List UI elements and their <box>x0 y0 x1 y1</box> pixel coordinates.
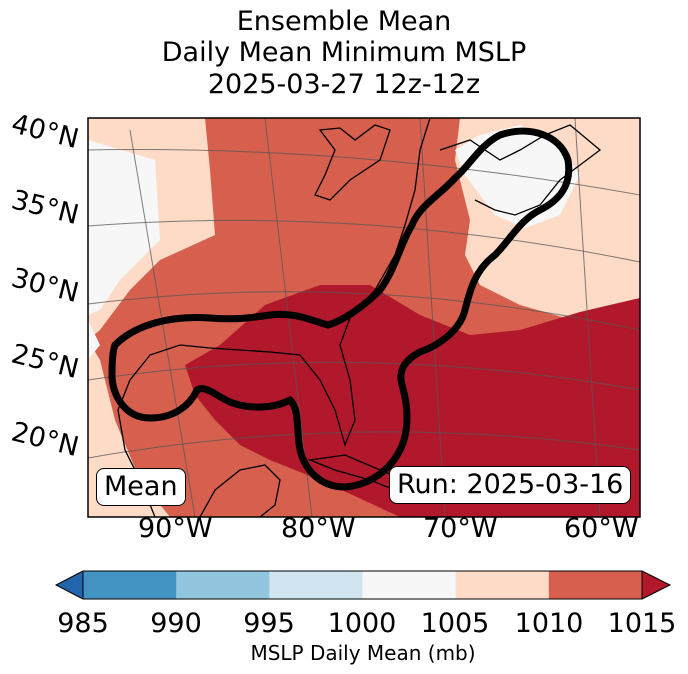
colorbar-segment-4 <box>362 571 457 599</box>
lon-label-80w: 80°W <box>281 513 356 544</box>
mean-label-box: Mean <box>96 468 186 506</box>
lon-line-60 <box>574 118 601 517</box>
lat-line-30 <box>88 291 640 331</box>
colorbar-segment-3 <box>269 571 363 599</box>
lon-line-70 <box>419 118 446 517</box>
coastline-yucatan <box>199 464 281 517</box>
map-frame <box>87 117 641 518</box>
colorbar-segments <box>83 571 643 599</box>
lon-label-70w: 70°W <box>423 513 498 544</box>
colorbar-tick-1015: 1015 <box>607 608 677 639</box>
colorbar-segment-5 <box>455 571 550 599</box>
colorbar-label: MSLP Daily Mean (mb) <box>250 641 476 665</box>
colorbar-tick-1005: 1005 <box>420 608 490 639</box>
colorbar-segment-2 <box>176 571 270 599</box>
title-line-3: 2025-03-27 12z-12z <box>207 69 481 100</box>
run-date-box: Run: 2025-03-16 <box>389 466 632 504</box>
lat-line-20 <box>88 431 640 459</box>
colorbar-tick-995: 995 <box>243 608 295 639</box>
colorbar-tick-1010: 1010 <box>514 608 584 639</box>
colorbar-segment-6 <box>548 571 643 599</box>
graticule <box>88 118 640 517</box>
colorbar-right-arrow <box>642 571 670 599</box>
coastline-northeast <box>439 124 602 216</box>
colorbar-outline <box>54 570 672 600</box>
lat-line-35 <box>88 219 640 263</box>
title-line-2: Daily Mean Minimum MSLP <box>161 37 527 68</box>
colorbar-tick-985: 985 <box>57 608 109 639</box>
lon-label-90w: 90°W <box>138 513 213 544</box>
colorbar-tick-1000: 1000 <box>327 608 397 639</box>
lat-line-25 <box>88 361 640 391</box>
fill-region-northwest-pale <box>88 140 160 360</box>
colorbar-segment-1 <box>83 571 177 599</box>
lon-label-60w: 60°W <box>564 513 639 544</box>
coastline-great-lakes <box>314 124 391 201</box>
lat-line-40 <box>88 149 640 196</box>
fill-region-gulf-core <box>185 285 640 517</box>
outer-contour <box>108 127 573 491</box>
colorbar-tick-990: 990 <box>150 608 202 639</box>
colorbar-left-arrow <box>56 571 83 599</box>
map-fill-layer <box>88 118 640 517</box>
colorbar-frame <box>82 570 643 600</box>
title-line-1: Ensemble Mean <box>236 6 452 37</box>
